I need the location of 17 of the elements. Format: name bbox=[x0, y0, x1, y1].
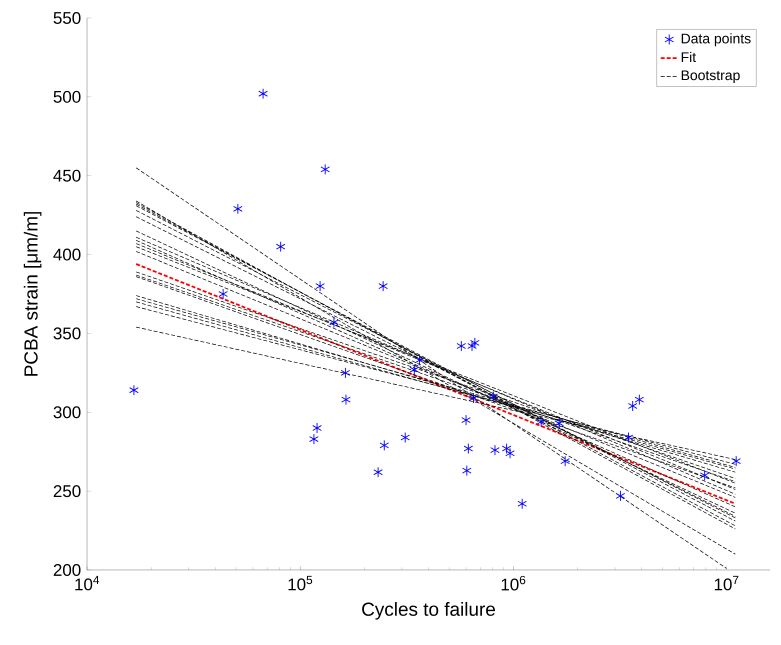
y-tick-label: 400 bbox=[53, 248, 81, 261]
legend-label: Data points bbox=[682, 33, 751, 46]
x-tick-label: 10$^{6}$ bbox=[502, 576, 526, 591]
legend-label: Fit bbox=[682, 52, 696, 62]
legend-label: Bootstrap bbox=[682, 70, 740, 83]
x-axis-title: Cycles to failure bbox=[362, 602, 495, 620]
y-tick-label: 200 bbox=[54, 564, 81, 576]
x-tick-label: 10$^{7}$ bbox=[714, 576, 738, 590]
y-axis-title: PCBA strain [μm/m] bbox=[24, 212, 42, 376]
x-tick-label: 10$^{4}$ bbox=[75, 576, 100, 590]
x-tick-label: 10$^{5}$ bbox=[288, 576, 312, 590]
y-tick-label: 550 bbox=[54, 12, 81, 24]
y-tick-label: 250 bbox=[54, 485, 81, 498]
y-tick-label: 450 bbox=[53, 170, 81, 182]
y-tick-label: 500 bbox=[54, 90, 81, 103]
y-tick-label: 350 bbox=[54, 327, 81, 340]
y-tick-label: 300 bbox=[54, 406, 81, 418]
